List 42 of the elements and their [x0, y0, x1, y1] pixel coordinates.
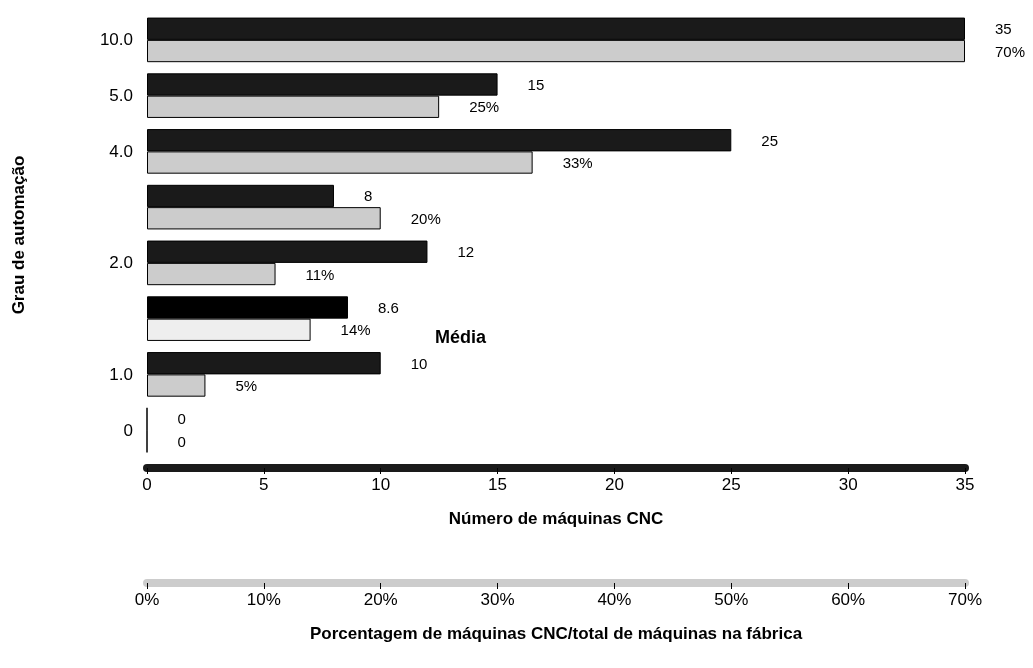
- data-label: 20%: [410, 209, 441, 227]
- x-tick-label: 5: [259, 475, 269, 494]
- y-tick-label: 0: [123, 420, 133, 440]
- x-tick-label: 10: [371, 475, 391, 494]
- data-label: 5%: [235, 377, 258, 395]
- data-label: 35: [995, 20, 1012, 38]
- x2-tick-label: 70%: [947, 590, 983, 609]
- x2-tick-label: 50%: [714, 590, 749, 609]
- x2-tick-label: 10%: [246, 590, 281, 609]
- data-label: 11%: [305, 265, 335, 283]
- data-label: 15: [527, 75, 545, 93]
- x-tick-label: 20: [604, 475, 624, 494]
- x2-tick-label: 30%: [480, 590, 515, 609]
- x2-tick-label: 20%: [363, 590, 398, 609]
- x-tick-label: 25: [721, 475, 741, 494]
- x-axis-title: Número de máquinas CNC: [448, 509, 664, 528]
- data-label: 25%: [469, 98, 500, 116]
- y-tick-label: 2.0: [109, 253, 133, 273]
- data-label: 8.6: [377, 298, 399, 316]
- annotation: Média: [435, 327, 487, 347]
- data-label: 70%: [995, 42, 1026, 60]
- data-label: 0: [177, 410, 186, 428]
- x2-tick-label: 0%: [134, 590, 160, 609]
- data-label: 33%: [562, 154, 593, 172]
- y-tick-label: 1.0: [109, 364, 133, 384]
- x2-axis-title: Porcentagem de máquinas CNC/total de máquinas na fábrica: [309, 624, 803, 643]
- data-label: 25: [761, 131, 778, 149]
- x2-tick-label: 40%: [597, 590, 632, 609]
- x-tick-label: 35: [955, 475, 975, 494]
- x-tick-label: 15: [488, 475, 508, 494]
- data-label: 8: [363, 187, 373, 205]
- data-label: 14%: [340, 321, 371, 339]
- data-label: 12: [457, 243, 475, 261]
- y-axis-title: Grau de automação: [9, 155, 28, 315]
- x-tick-label: 0: [142, 475, 152, 494]
- data-label: 10: [410, 354, 428, 372]
- data-label: 0: [177, 432, 186, 450]
- y-tick-label: 4.0: [109, 141, 133, 161]
- x-tick-label: 30: [838, 475, 858, 494]
- y-tick-label: 5.0: [109, 86, 133, 106]
- y-tick-label: 10.0: [99, 30, 133, 50]
- x2-tick-label: 60%: [831, 590, 866, 609]
